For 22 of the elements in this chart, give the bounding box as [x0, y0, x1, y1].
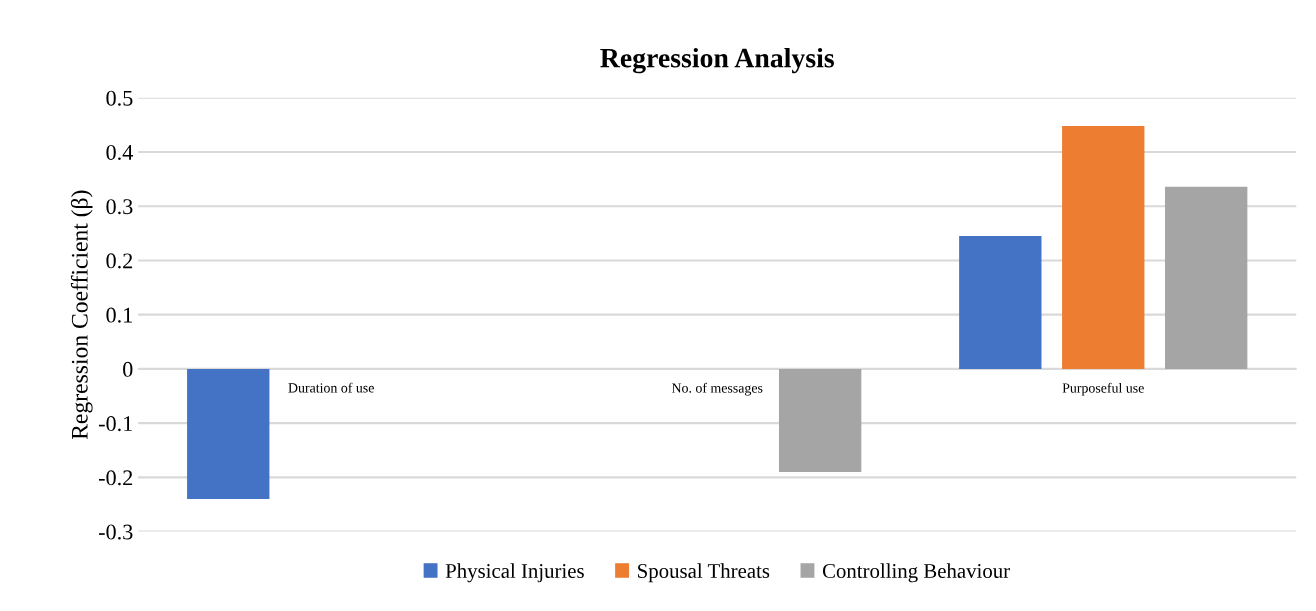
x-tick-label: No. of messages [671, 382, 763, 396]
y-tick-label: -0.1 [98, 416, 132, 432]
chart-title: Regression Analysis [600, 47, 834, 74]
bar [1165, 186, 1248, 369]
y-tick-label: -0.3 [98, 524, 133, 540]
y-tick-label: 0 [123, 361, 133, 377]
x-tick-label: Purposeful use [1062, 382, 1144, 396]
x-tick-label: Duration of use [288, 382, 374, 393]
y-axis-title: Regression Coefficient (β) [70, 190, 93, 440]
y-tick-label: 0.5 [106, 90, 133, 106]
legend-label: Physical Injuries [445, 563, 584, 583]
legend-label: Controlling Behaviour [822, 563, 1010, 583]
bar [778, 368, 862, 472]
y-tick-label: -0.2 [98, 470, 133, 486]
bar [1062, 125, 1145, 369]
y-tick-label: 0.2 [106, 253, 133, 269]
y-tick-label: 0.1 [106, 307, 132, 323]
y-tick-label: 0.3 [106, 199, 133, 215]
legend-label: Spousal Threats [638, 563, 770, 583]
y-tick-label: 0.4 [106, 144, 133, 161]
bar [959, 236, 1042, 369]
bar [187, 368, 270, 500]
